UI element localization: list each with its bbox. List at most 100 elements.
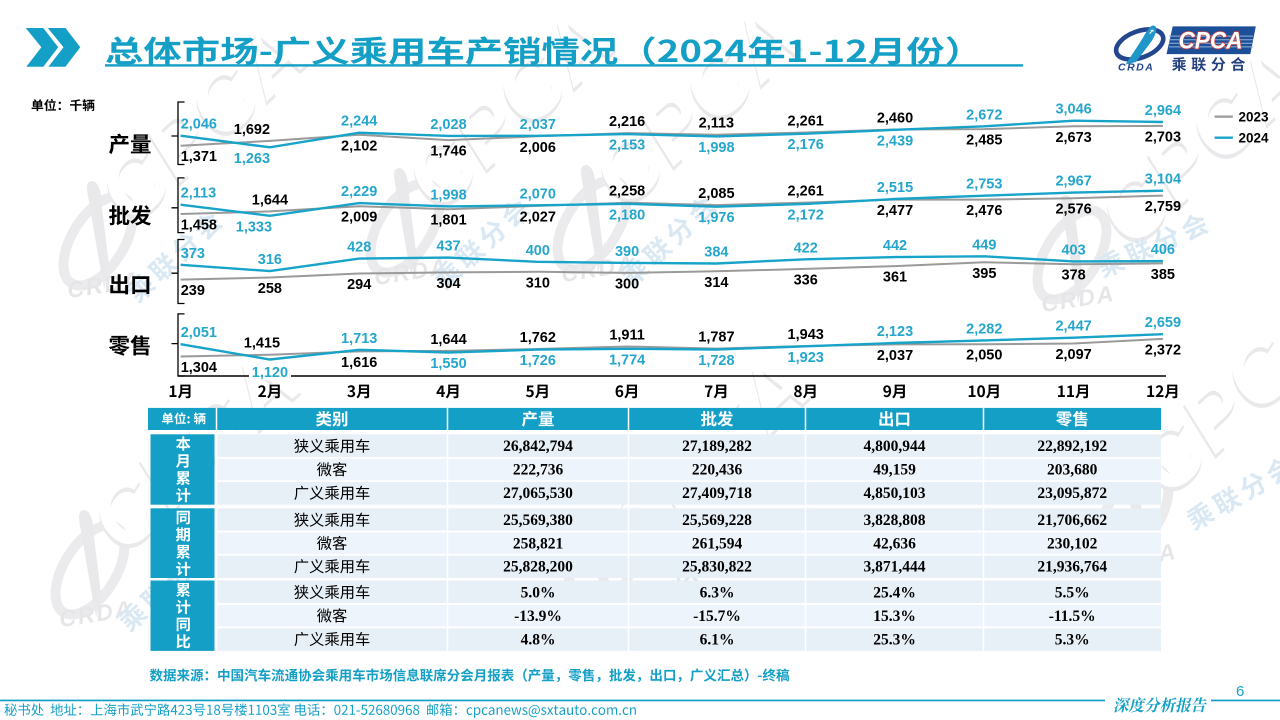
svg-text:2,258: 2,258	[609, 184, 645, 200]
svg-text:2,009: 2,009	[341, 210, 377, 226]
svg-text:2,172: 2,172	[788, 207, 824, 223]
svg-text:390: 390	[615, 244, 639, 260]
svg-text:1,943: 1,943	[788, 327, 824, 343]
svg-text:1,458: 1,458	[181, 218, 217, 234]
svg-text:2,070: 2,070	[520, 186, 556, 202]
svg-text:304: 304	[436, 276, 460, 292]
svg-text:2,051: 2,051	[181, 325, 217, 341]
svg-text:CPCA: CPCA	[384, 0, 634, 228]
svg-text:3,871,444: 3,871,444	[864, 559, 926, 576]
svg-text:1,550: 1,550	[430, 356, 466, 372]
svg-text:395: 395	[972, 266, 996, 282]
svg-text:2,006: 2,006	[520, 140, 556, 156]
svg-text:25.3%: 25.3%	[873, 631, 916, 648]
svg-text:2,046: 2,046	[181, 117, 217, 133]
svg-text:2,964: 2,964	[1145, 103, 1181, 119]
svg-text:2,027: 2,027	[520, 209, 556, 225]
svg-text:1,923: 1,923	[788, 350, 824, 366]
svg-text:1,998: 1,998	[698, 140, 734, 156]
svg-text:2,282: 2,282	[966, 321, 1002, 337]
svg-text:2,659: 2,659	[1145, 315, 1181, 331]
svg-text:25,569,228: 25,569,228	[682, 512, 752, 529]
svg-text:2,261: 2,261	[788, 184, 824, 200]
svg-text:2,967: 2,967	[1055, 174, 1091, 190]
svg-text:CRDA: CRDA	[1118, 62, 1154, 74]
svg-text:2,515: 2,515	[877, 180, 913, 196]
svg-text:1,644: 1,644	[252, 192, 288, 208]
svg-text:27,409,718: 27,409,718	[682, 485, 752, 502]
svg-text:2,439: 2,439	[877, 133, 913, 149]
svg-text:27,189,282: 27,189,282	[682, 438, 752, 455]
svg-text:22,892,192: 22,892,192	[1037, 438, 1107, 455]
svg-text:1,762: 1,762	[520, 330, 556, 346]
svg-text:220,436: 220,436	[692, 462, 743, 479]
svg-text:2,460: 2,460	[877, 111, 913, 127]
svg-text:1,728: 1,728	[698, 353, 734, 369]
svg-text:1,263: 1,263	[234, 151, 270, 167]
svg-text:-13.9%: -13.9%	[514, 608, 562, 625]
svg-text:3,828,808: 3,828,808	[864, 512, 926, 529]
svg-text:373: 373	[181, 246, 205, 262]
svg-text:2,123: 2,123	[877, 324, 913, 340]
svg-text:1,120: 1,120	[252, 365, 288, 381]
svg-text:361: 361	[883, 270, 907, 286]
svg-text:2,102: 2,102	[341, 138, 377, 154]
svg-text:2,176: 2,176	[788, 137, 824, 153]
svg-text:449: 449	[972, 237, 996, 253]
svg-text:1,746: 1,746	[430, 144, 466, 160]
svg-text:258: 258	[258, 281, 282, 297]
svg-text:2,113: 2,113	[181, 186, 217, 202]
svg-text:2,673: 2,673	[1055, 130, 1091, 146]
svg-text:222,736: 222,736	[513, 462, 564, 479]
svg-text:CPCA: CPCA	[1179, 28, 1243, 55]
svg-text:2,672: 2,672	[966, 107, 1002, 123]
svg-text:203,680: 203,680	[1047, 462, 1098, 479]
svg-text:1,911: 1,911	[609, 328, 645, 344]
svg-text:1,787: 1,787	[698, 330, 734, 346]
svg-text:6.1%: 6.1%	[700, 631, 735, 648]
svg-text:1,616: 1,616	[341, 355, 377, 371]
svg-text:3,046: 3,046	[1055, 102, 1091, 118]
svg-text:25,569,380: 25,569,380	[503, 512, 573, 529]
svg-text:1,692: 1,692	[234, 122, 270, 138]
svg-text:27,065,530: 27,065,530	[503, 485, 573, 502]
svg-text:316: 316	[258, 252, 282, 268]
svg-text:422: 422	[794, 240, 818, 256]
svg-text:5.5%: 5.5%	[1055, 584, 1090, 601]
svg-text:CRDA: CRDA	[1039, 280, 1117, 317]
svg-text:437: 437	[436, 239, 460, 255]
svg-text:21,936,764: 21,936,764	[1037, 559, 1107, 576]
svg-text:2,028: 2,028	[430, 117, 466, 133]
svg-text:1,713: 1,713	[341, 331, 377, 347]
svg-text:403: 403	[1061, 242, 1085, 258]
svg-text:25,828,200: 25,828,200	[503, 559, 573, 576]
svg-text:1,801: 1,801	[430, 213, 466, 229]
svg-text:2,477: 2,477	[877, 203, 913, 219]
svg-text:378: 378	[1061, 268, 1085, 284]
svg-text:1,976: 1,976	[698, 210, 734, 226]
svg-text:406: 406	[1151, 242, 1175, 258]
svg-text:26,842,794: 26,842,794	[503, 438, 573, 455]
svg-text:2,097: 2,097	[1055, 347, 1091, 363]
svg-text:2,244: 2,244	[341, 114, 377, 130]
svg-text:314: 314	[704, 275, 728, 291]
svg-text:336: 336	[794, 272, 818, 288]
svg-text:2,476: 2,476	[966, 203, 1002, 219]
svg-text:1,726: 1,726	[520, 353, 556, 369]
svg-text:1,333: 1,333	[236, 219, 272, 235]
svg-text:3,104: 3,104	[1145, 172, 1181, 188]
svg-text:42,636: 42,636	[873, 535, 916, 552]
svg-text:-15.7%: -15.7%	[693, 608, 741, 625]
svg-text:6.3%: 6.3%	[700, 584, 735, 601]
svg-text:25.4%: 25.4%	[873, 584, 916, 601]
svg-text:15.3%: 15.3%	[873, 608, 916, 625]
svg-text:300: 300	[615, 276, 639, 292]
svg-text:2,153: 2,153	[609, 138, 645, 154]
svg-text:428: 428	[347, 240, 371, 256]
svg-text:2,576: 2,576	[1055, 202, 1091, 218]
svg-text:5.3%: 5.3%	[1055, 631, 1090, 648]
svg-text:25,830,822: 25,830,822	[682, 559, 752, 576]
svg-text:2,703: 2,703	[1145, 129, 1181, 145]
svg-text:2,229: 2,229	[341, 184, 377, 200]
svg-text:442: 442	[883, 238, 907, 254]
